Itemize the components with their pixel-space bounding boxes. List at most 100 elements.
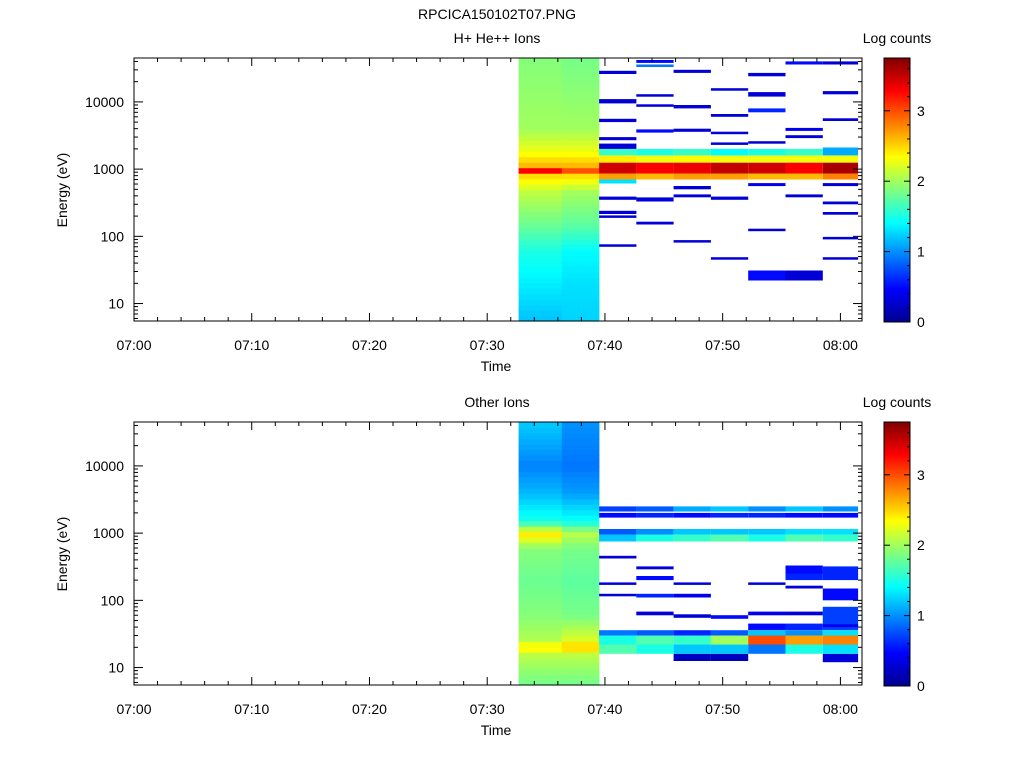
heatmap-cell <box>518 189 563 196</box>
x-tick-label: 07:20 <box>352 337 387 353</box>
x-tick-label: 07:40 <box>587 337 622 353</box>
heatmap-cell <box>673 635 711 645</box>
heatmap-cell <box>561 635 600 642</box>
heatmap-cell <box>785 135 823 139</box>
heatmap-cell <box>518 255 563 262</box>
heatmap-cell <box>518 498 563 505</box>
x-axis: 07:00 07:10 07:20 07:30 07:40 07:50 08:00 <box>116 58 858 353</box>
heatmap-cell <box>561 118 600 125</box>
heatmap-cell <box>710 173 749 180</box>
heatmap-cell <box>561 310 600 317</box>
heatmap-cell <box>822 162 859 174</box>
heatmap-cell <box>636 60 674 63</box>
heatmap-cell <box>518 173 563 180</box>
colorbar-tick-label: 3 <box>917 467 925 483</box>
heatmap-cell <box>599 644 637 654</box>
heatmap-cell <box>518 487 563 494</box>
heatmap-cell <box>710 529 749 535</box>
x-tick-label: 07:50 <box>705 701 740 717</box>
heatmap-cell <box>710 644 749 654</box>
heatmap-cell <box>561 266 600 273</box>
heatmap-cell <box>518 299 563 306</box>
heatmap-cell <box>561 293 600 300</box>
heatmap-cell <box>561 591 600 598</box>
heatmap-cell <box>710 615 749 619</box>
heatmap-cell <box>561 608 600 615</box>
heatmap-cell <box>518 597 563 604</box>
heatmap-cell <box>710 162 749 174</box>
heatmap-cell <box>561 288 600 295</box>
heatmap-cell <box>785 529 823 535</box>
heatmap-cell <box>785 565 823 574</box>
heatmap-cell <box>518 101 563 108</box>
heatmap-cell <box>748 108 786 113</box>
heatmap-cell <box>561 471 600 478</box>
heatmap-cell <box>561 465 600 472</box>
x-tick-label: 07:10 <box>234 701 269 717</box>
heatmap-cell <box>636 644 674 654</box>
heatmap-cell <box>561 509 600 516</box>
heatmap-cell <box>561 569 600 576</box>
heatmap-cell <box>561 449 600 456</box>
heatmap-cell <box>518 129 563 136</box>
heatmap-cell <box>673 148 711 156</box>
heatmap-cell <box>518 260 563 267</box>
heatmap-cell <box>518 471 563 478</box>
heatmap-cell <box>561 85 600 92</box>
heatmap-cell <box>561 123 600 130</box>
heatmap-cell <box>785 611 823 616</box>
y-tick-label: 100 <box>101 592 125 608</box>
heatmap-cell <box>636 104 674 107</box>
heatmap-cell <box>822 155 859 163</box>
x-tick-label: 07:30 <box>470 701 505 717</box>
heatmap-cell <box>561 542 600 549</box>
colorbar-ticks: 0 1 2 3 <box>884 68 925 330</box>
heatmap-cell <box>599 215 637 218</box>
heatmap-cell <box>822 635 859 645</box>
heatmap-cell <box>636 173 674 180</box>
x-tick-label: 07:50 <box>705 337 740 353</box>
heatmap-cell <box>518 315 563 322</box>
heatmap-cell <box>518 58 563 65</box>
heatmap-cell <box>636 129 674 133</box>
heatmap-cell <box>599 155 637 163</box>
heatmap-cell <box>518 493 563 500</box>
heatmap-cell <box>518 652 563 659</box>
heatmap-cell <box>561 493 600 500</box>
heatmap-cell <box>673 128 711 132</box>
heatmap-cell <box>561 515 600 522</box>
heatmap-cell <box>561 438 600 445</box>
heatmap-cell <box>785 630 823 636</box>
heatmap-cell <box>710 512 749 518</box>
heatmap-cell <box>561 145 600 152</box>
heatmap-cell <box>822 653 859 663</box>
colorbar-tick-label: 3 <box>917 103 925 119</box>
heatmap-cell <box>518 167 563 174</box>
heatmap-cell <box>748 228 786 232</box>
y-axis: 10 100 1000 10000 <box>85 60 862 319</box>
heatmap-cell <box>748 611 786 616</box>
heatmap-cell <box>561 548 600 555</box>
heatmap-cell <box>518 200 563 207</box>
heatmap-cell <box>518 586 563 593</box>
heatmap-cell <box>518 465 563 472</box>
heatmap-cell <box>748 630 786 636</box>
heatmap-cell <box>561 575 600 582</box>
colorbar-tick-label: 1 <box>917 244 925 260</box>
x-tick-label: 08:00 <box>823 337 858 353</box>
heatmap-cell <box>636 529 674 535</box>
panel-other-ions: Other Ions Log counts 07:00 07:10 07:20 07:… <box>54 394 931 738</box>
heatmap-cell <box>599 593 637 597</box>
heatmap-cell <box>599 118 637 123</box>
heatmap-cell <box>518 602 563 609</box>
heatmap-cell <box>518 233 563 240</box>
heatmap-cell <box>822 506 859 512</box>
heatmap-cell <box>561 531 600 538</box>
colorbar-tick-label: 2 <box>917 537 925 553</box>
heatmap-cell <box>561 630 600 637</box>
heatmap-cell <box>518 591 563 598</box>
heatmap-cell <box>518 509 563 516</box>
heatmap-cell <box>561 619 600 626</box>
plot-frame <box>133 57 863 322</box>
heatmap-cell <box>518 96 563 103</box>
